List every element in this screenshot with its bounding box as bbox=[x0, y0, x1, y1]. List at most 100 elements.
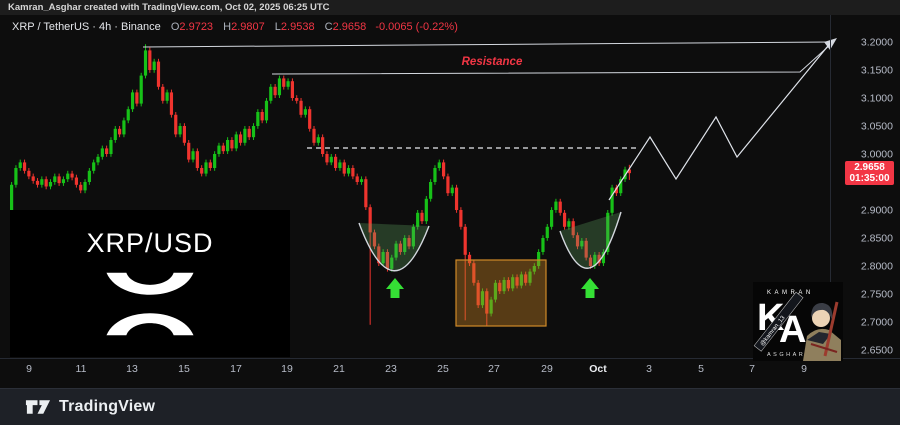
time-tick-label: 3 bbox=[646, 363, 652, 375]
resistance-label: Resistance bbox=[462, 56, 523, 68]
candle-body bbox=[359, 179, 364, 182]
candle-body bbox=[221, 145, 225, 152]
candle-body bbox=[446, 176, 450, 194]
candle-body bbox=[161, 86, 165, 101]
symbol-header[interactable]: XRP / TetherUS · 4h · Binance O2.9723 H2… bbox=[12, 21, 458, 33]
candle-body bbox=[381, 252, 385, 264]
candle-body bbox=[14, 168, 18, 185]
candle-body bbox=[606, 212, 610, 252]
candle-body bbox=[251, 126, 256, 138]
time-tick-label: 9 bbox=[801, 363, 807, 375]
candle-body bbox=[87, 170, 91, 182]
price-axis-divider bbox=[830, 15, 831, 358]
candle-body bbox=[463, 226, 467, 255]
candle-body bbox=[442, 162, 446, 177]
candle-body bbox=[610, 187, 614, 213]
time-tick-label: Oct bbox=[589, 363, 607, 375]
time-tick-label: 13 bbox=[126, 363, 138, 375]
xrp-watermark-card: XRP/USD bbox=[10, 210, 290, 357]
candle-body bbox=[61, 179, 66, 184]
tradingview-logo-icon[interactable] bbox=[24, 397, 51, 417]
candle-body bbox=[351, 168, 355, 177]
high-label: H bbox=[223, 21, 232, 33]
candle-body bbox=[269, 86, 273, 101]
candle-body bbox=[355, 176, 359, 182]
candle-body bbox=[485, 291, 489, 314]
candle-body bbox=[148, 50, 152, 70]
candle-body bbox=[143, 50, 148, 76]
attribution-text: Kamran_Asghar created with TradingView.c… bbox=[8, 2, 330, 13]
sword-icon bbox=[823, 301, 839, 357]
candle-body bbox=[476, 282, 480, 306]
candle-body bbox=[109, 140, 113, 154]
symbol-title[interactable]: XRP / TetherUS · 4h · Binance bbox=[12, 21, 161, 33]
candle-body bbox=[178, 126, 182, 135]
last-price: 2.9658 bbox=[854, 162, 885, 174]
low-label: L bbox=[274, 21, 281, 33]
candle-body bbox=[424, 198, 428, 222]
candle-body bbox=[83, 182, 87, 191]
candle-body bbox=[57, 176, 61, 184]
time-tick-label: 17 bbox=[230, 363, 242, 375]
cup-pattern-arc bbox=[358, 222, 430, 272]
open-label: O bbox=[170, 21, 180, 33]
resistance-line-upper bbox=[142, 41, 832, 48]
time-axis-divider bbox=[0, 358, 900, 359]
candle-body bbox=[96, 156, 100, 163]
candle-body bbox=[394, 243, 398, 258]
candle-body bbox=[44, 179, 48, 187]
candle-body bbox=[303, 109, 307, 115]
candle-body bbox=[597, 254, 601, 264]
attribution-bar: Kamran_Asghar created with TradingView.c… bbox=[0, 0, 900, 15]
close-value: 2.9658 bbox=[332, 21, 367, 33]
tradingview-brand-text[interactable]: TradingView bbox=[59, 398, 156, 415]
candle-body bbox=[524, 274, 528, 283]
candle-body bbox=[567, 221, 571, 227]
candle-body bbox=[195, 151, 199, 168]
price-tick-label: 2.6500 bbox=[861, 345, 893, 357]
candle-body bbox=[346, 168, 351, 174]
candle-body bbox=[308, 109, 312, 129]
candle-body bbox=[429, 182, 433, 199]
candle-body bbox=[217, 145, 221, 154]
time-tick-label: 27 bbox=[488, 363, 500, 375]
time-tick-label: 7 bbox=[749, 363, 755, 375]
artist-artwork: KAMRAN K A @kamran_13 ASGHAR bbox=[753, 282, 843, 361]
candle-body bbox=[247, 128, 251, 138]
candle-body bbox=[312, 128, 316, 143]
candle-body bbox=[450, 187, 454, 194]
candle-body bbox=[338, 162, 342, 168]
candle-body bbox=[454, 187, 459, 210]
candle-body bbox=[200, 168, 204, 174]
candle-body bbox=[584, 240, 588, 258]
candle-body bbox=[493, 282, 498, 300]
candle-body bbox=[139, 75, 143, 104]
artist-surname-text: ASGHAR bbox=[767, 352, 805, 358]
candle-body bbox=[480, 291, 485, 306]
candle-body bbox=[571, 221, 575, 236]
candle-body bbox=[580, 240, 584, 247]
candle-body bbox=[290, 81, 294, 98]
candle-body bbox=[165, 92, 169, 101]
candle-body bbox=[282, 78, 286, 87]
candle-body bbox=[234, 134, 238, 149]
xrp-logo-icon bbox=[106, 272, 194, 336]
candle-body bbox=[213, 154, 217, 168]
artist-name-text: KAMRAN bbox=[767, 290, 814, 296]
candle-body bbox=[74, 177, 78, 185]
candle-body bbox=[10, 184, 14, 210]
candle-body bbox=[416, 212, 420, 227]
candle-body bbox=[118, 128, 122, 135]
candle-body bbox=[489, 299, 493, 314]
projection-zigzag bbox=[608, 40, 833, 201]
candle-body bbox=[325, 154, 329, 163]
price-tick-label: 3.0000 bbox=[861, 149, 893, 161]
candle-body bbox=[273, 86, 277, 96]
candle-body bbox=[256, 112, 260, 126]
character-face bbox=[812, 309, 830, 327]
candle-body bbox=[238, 134, 243, 143]
candle-body bbox=[593, 254, 597, 266]
time-tick-label: 25 bbox=[437, 363, 449, 375]
candle-body bbox=[506, 280, 510, 289]
